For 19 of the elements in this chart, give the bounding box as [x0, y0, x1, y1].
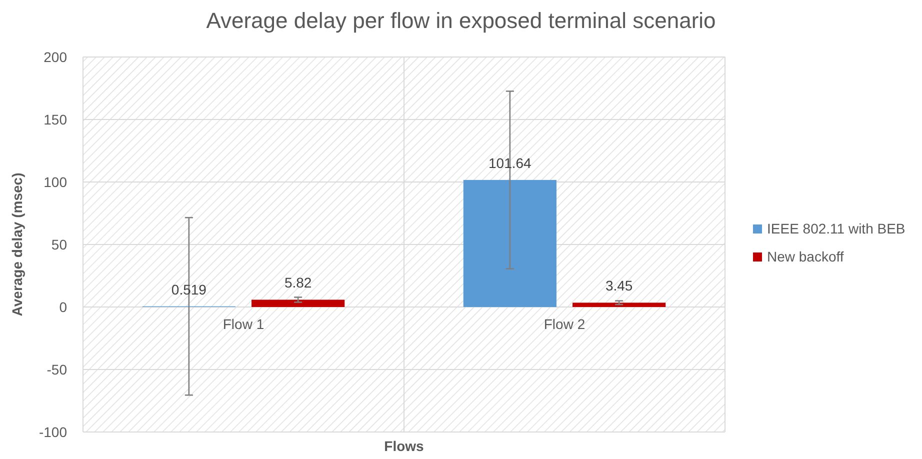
- bar: [572, 302, 666, 307]
- legend-label: IEEE 802.11 with BEB: [767, 220, 906, 236]
- x-tick-label: Flow 2: [544, 316, 586, 332]
- bar: [463, 180, 556, 307]
- legend-label: New backoff: [767, 248, 844, 264]
- y-tick-label: 100: [44, 174, 68, 190]
- data-label: 3.45: [605, 278, 633, 294]
- y-tick-label: -50: [46, 362, 68, 378]
- y-tick-label: -100: [38, 424, 68, 440]
- x-axis-title: Flows: [384, 438, 424, 454]
- chart-title: Average delay per flow in exposed terminal scenario: [206, 8, 716, 33]
- y-tick-label: 50: [51, 236, 68, 252]
- y-axis-title: Average delay (msec): [9, 172, 25, 316]
- data-label: 5.82: [284, 274, 312, 291]
- bar: [252, 300, 345, 307]
- y-tick-label: 0: [59, 299, 68, 315]
- x-tick-label: Flow 1: [222, 316, 264, 332]
- y-tick-label: 150: [44, 112, 68, 128]
- y-tick-label: 200: [44, 49, 68, 65]
